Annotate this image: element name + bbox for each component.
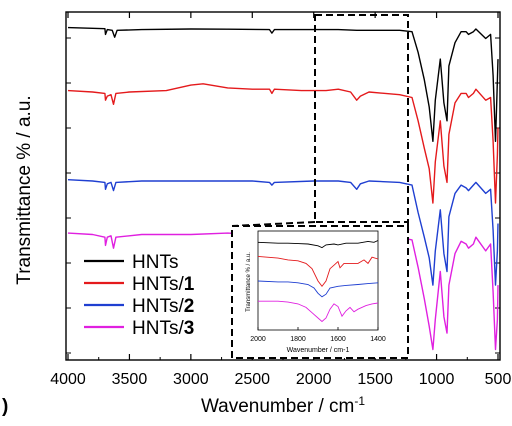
panel-letter: ) xyxy=(2,396,8,417)
legend-label: HNTs/1 xyxy=(132,274,195,295)
x-tick-label: 3500 xyxy=(112,371,148,388)
y-axis-label: Transmittance % / a.u. xyxy=(14,95,35,284)
x-tick-label: 2500 xyxy=(234,371,270,388)
legend-label: HNTs xyxy=(132,252,178,273)
x-tick-label: 2000 xyxy=(296,371,332,388)
x-tick-label: 1000 xyxy=(419,371,455,388)
x-tick-label: 4000 xyxy=(50,371,86,388)
inset-series-line-1 xyxy=(257,240,379,249)
series-line-1 xyxy=(67,26,499,142)
inset-x-axis-label: Wavenumber / cm-1 xyxy=(287,347,350,354)
x-tick-label: 500 xyxy=(485,371,512,388)
inset-series-lines xyxy=(257,240,379,323)
legend-label: HNTs/2 xyxy=(132,296,194,317)
x-axis-label-superscript: -1 xyxy=(354,394,365,408)
inset-x-tick-label: 1800 xyxy=(290,336,306,343)
x-tick-label: 3000 xyxy=(173,371,209,388)
x-axis-label: Wavenumber / cm-1 xyxy=(201,394,365,417)
inset-x-tick-label: 1600 xyxy=(330,336,346,343)
inset-y-axis-label: Transmittance % / a.u. xyxy=(246,252,252,312)
zoom-region-box xyxy=(314,14,409,223)
inset-plot-frame xyxy=(257,230,379,331)
x-axis-ticks: 4000 3500 3000 2500 2000 1500 1000 500 xyxy=(50,12,511,388)
inset-x-axis-ticks: 2000 1800 1600 1400 xyxy=(250,327,386,343)
series-line-2 xyxy=(67,83,499,204)
inset-panel-border xyxy=(231,225,409,359)
legend-label: HNTs/3 xyxy=(132,318,194,339)
series-line-3 xyxy=(67,179,499,286)
inset-x-tick-label: 1400 xyxy=(370,336,386,343)
inset-x-tick-label: 2000 xyxy=(250,336,266,343)
x-tick-label: 1500 xyxy=(357,371,393,388)
inset-series-line-3 xyxy=(257,280,379,298)
inset-series-line-2 xyxy=(257,255,379,288)
inset-series-line-4 xyxy=(258,300,379,323)
